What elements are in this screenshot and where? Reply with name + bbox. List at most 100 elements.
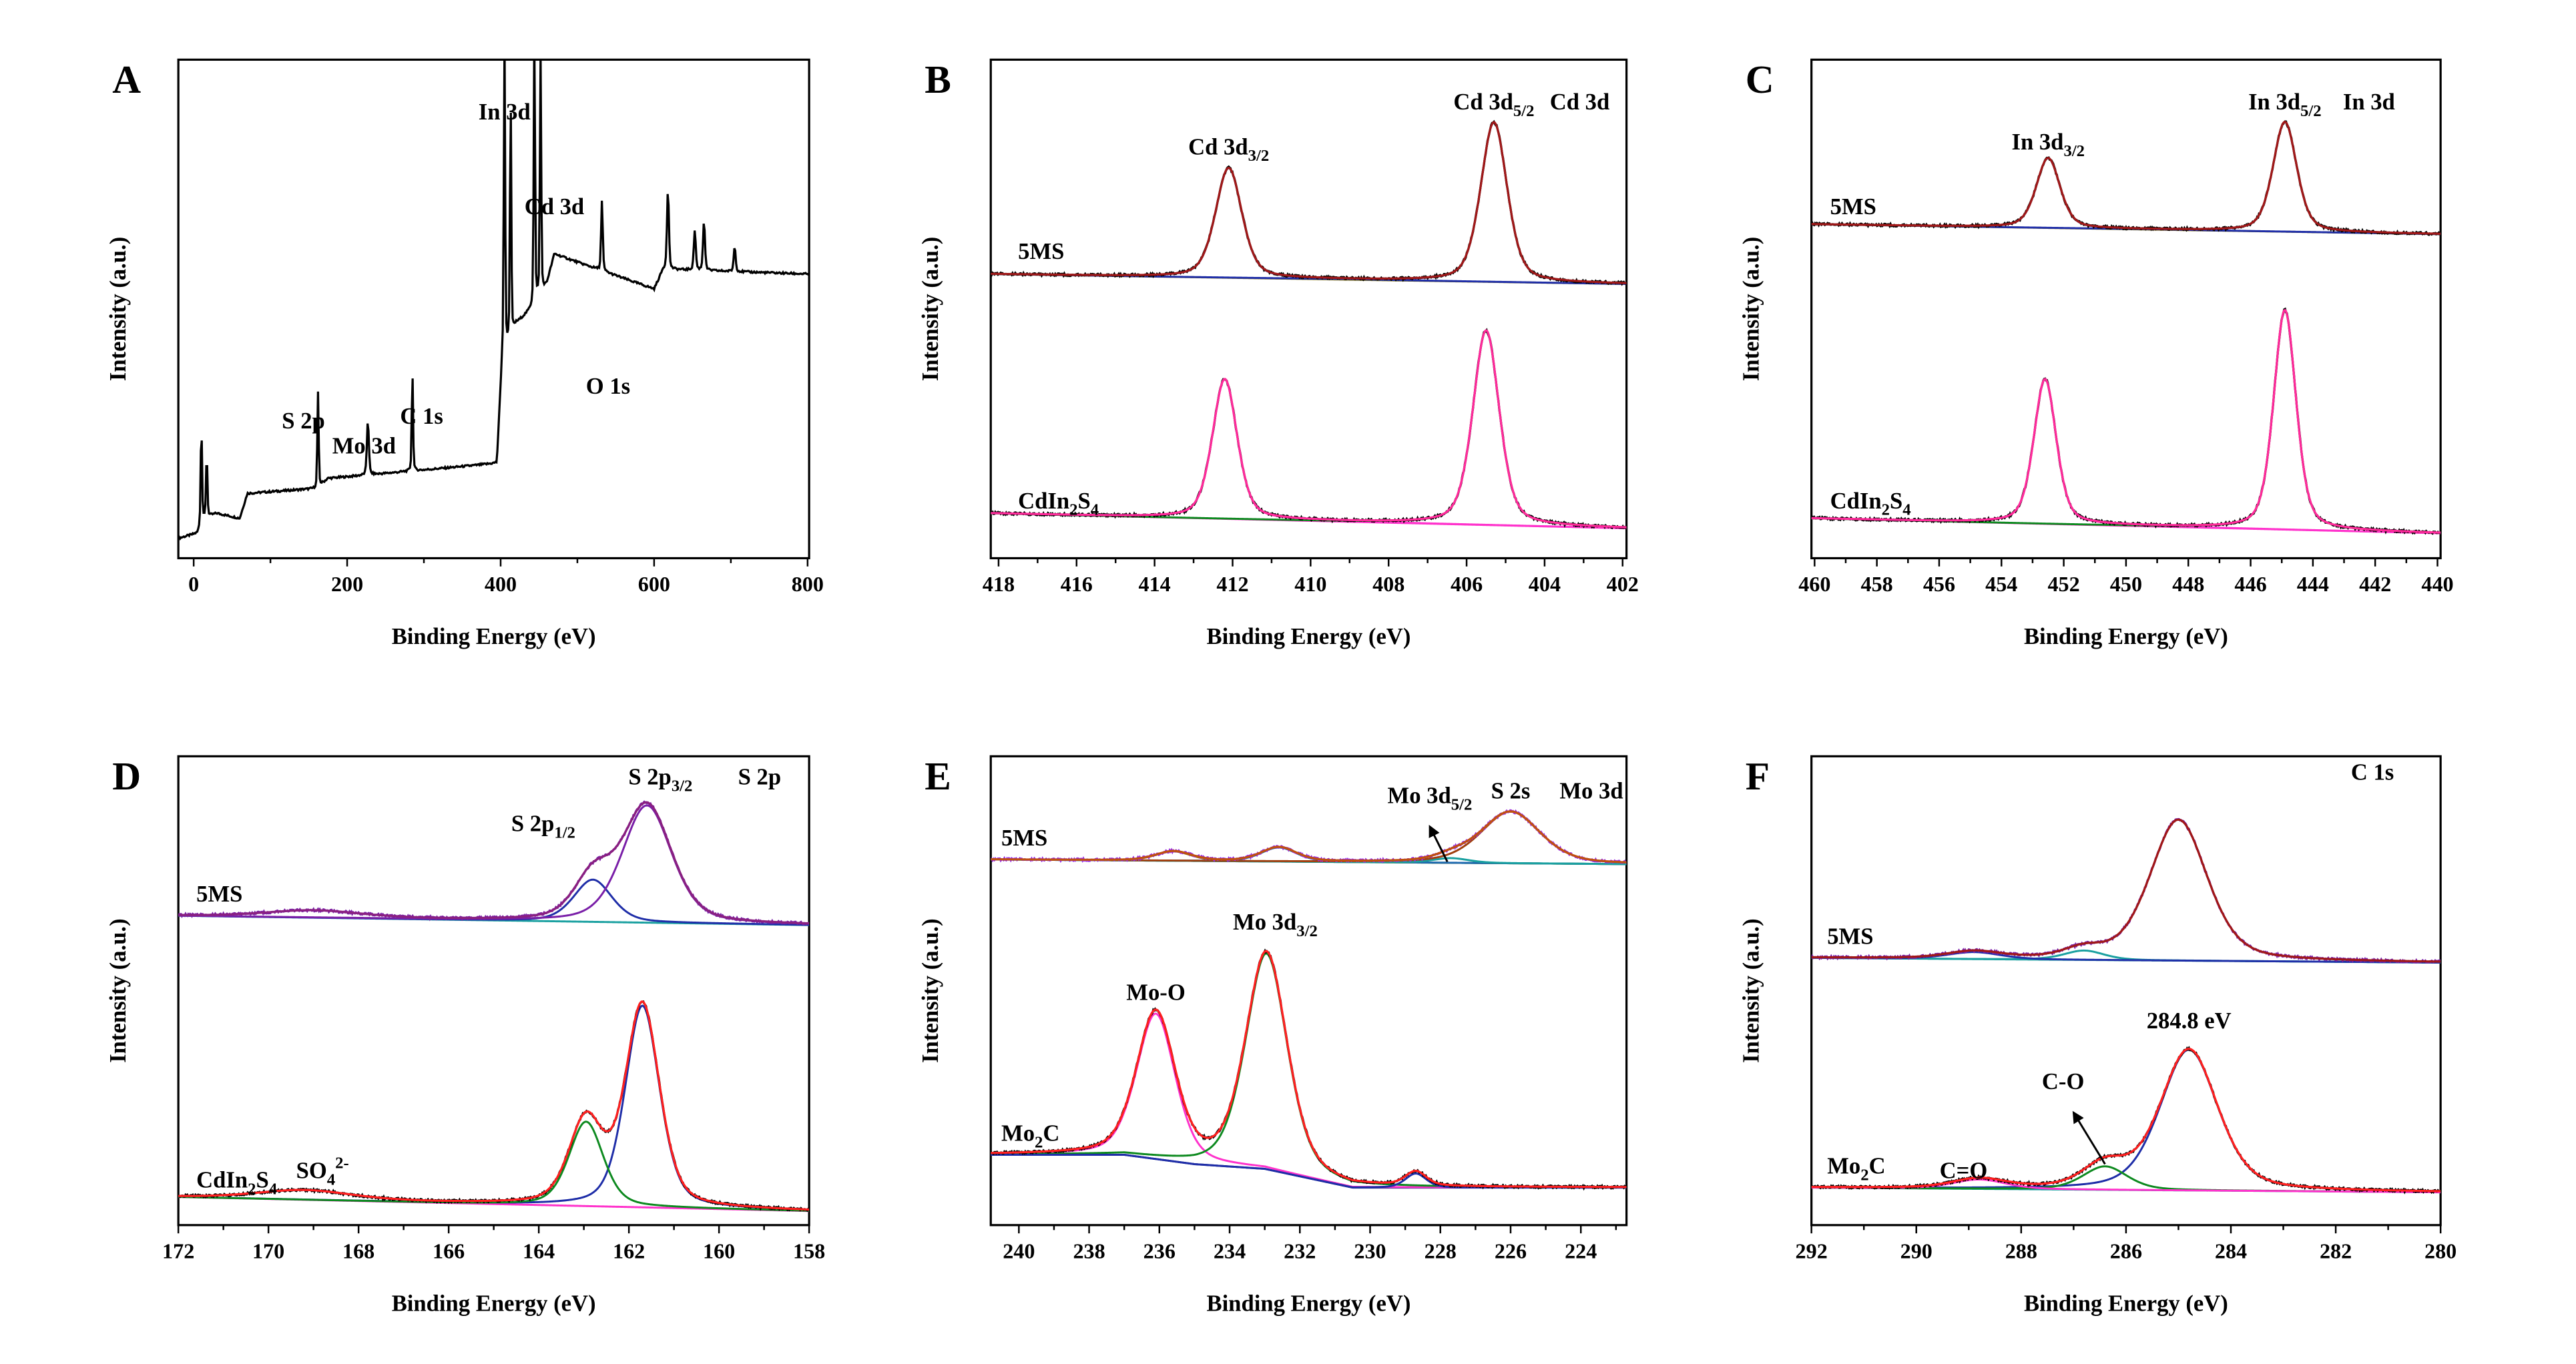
label-text: Mo xyxy=(1827,1154,1860,1179)
raw-spectrum xyxy=(1811,1046,2441,1195)
x-tick-label: 232 xyxy=(1284,1239,1316,1263)
arrow-icon xyxy=(2072,1110,2106,1165)
fit-envelope xyxy=(1811,308,2441,534)
fit-component xyxy=(178,1120,810,1212)
raw-spectrum xyxy=(178,800,810,926)
x-tick-label: 412 xyxy=(1216,572,1248,596)
fit-envelope xyxy=(991,121,1627,284)
peak-annotation: S 2p1/2 xyxy=(511,811,575,842)
x-tick-label: 228 xyxy=(1425,1239,1457,1263)
fit-component xyxy=(1811,1048,2441,1192)
spectrum-label: 5MS xyxy=(196,882,242,907)
peak-annotation: Mo 3d xyxy=(1559,779,1623,804)
x-tick-label: 288 xyxy=(2005,1239,2037,1263)
raw-spectrum xyxy=(178,1000,810,1213)
peak-annotation: C=O xyxy=(1940,1158,1988,1184)
fit-component xyxy=(991,167,1627,285)
annotation-text: In 3d xyxy=(479,99,531,125)
panel-letter: C xyxy=(1746,57,1774,101)
x-axis-label: Binding Energy (eV) xyxy=(1206,1291,1410,1316)
spectrum-label: CdIn2S4 xyxy=(196,1168,277,1199)
annotation-text: Mo 3d xyxy=(1559,779,1623,804)
spectrum-label: 5MS xyxy=(1018,239,1064,264)
panel-letter: D xyxy=(112,754,141,798)
annotation-text: S 2s xyxy=(1491,779,1531,804)
plot-area xyxy=(1811,120,2441,535)
label-text: CdIn xyxy=(1830,488,1882,514)
fit-component xyxy=(178,804,810,925)
x-tick-label: 450 xyxy=(2110,572,2142,596)
fit-component xyxy=(991,952,1627,1188)
x-tick-label: 454 xyxy=(1985,572,2017,596)
label-text: 5MS xyxy=(1018,239,1064,264)
x-tick-label: 442 xyxy=(2359,572,2391,596)
fit-component xyxy=(1811,121,2441,235)
peak-annotation: Mo 3d xyxy=(332,434,396,459)
peak-annotation: Cd 3d5/2 xyxy=(1453,89,1534,120)
x-tick-label: 456 xyxy=(1923,572,1955,596)
annotation-text: Cd 3d xyxy=(525,194,585,220)
plot-area xyxy=(1811,817,2441,1195)
x-tick-label: 280 xyxy=(2424,1239,2457,1263)
x-tick-label: 446 xyxy=(2234,572,2266,596)
x-tick-label: 160 xyxy=(703,1239,735,1263)
peak-annotation: S 2p3/2 xyxy=(628,764,692,795)
spectrum-label: 5MS xyxy=(1001,825,1047,851)
x-tick-label: 400 xyxy=(485,572,517,596)
annotation-text: S 2p xyxy=(738,764,781,789)
fit-envelope xyxy=(178,1000,810,1211)
peak-annotation: S 2p xyxy=(738,764,781,789)
x-tick-label: 402 xyxy=(1607,572,1639,596)
label-text: CdIn xyxy=(196,1168,248,1193)
plot-area xyxy=(178,59,810,541)
raw-spectrum xyxy=(991,809,1627,864)
annotation-text: Cd 3d xyxy=(1550,89,1610,115)
fit-envelope xyxy=(991,950,1627,1188)
y-axis-label: Intensity (a.u.) xyxy=(1739,237,1764,381)
x-tick-label: 168 xyxy=(342,1239,374,1263)
x-tick-label: 292 xyxy=(1796,1239,1828,1263)
peak-annotation: C-O xyxy=(2042,1069,2084,1094)
x-tick-label: 286 xyxy=(2110,1239,2142,1263)
fit-component xyxy=(991,1153,1627,1189)
panel-letter: F xyxy=(1746,754,1770,798)
panel-E: E 240 238 236 234 232 230 228 226 224 Binding Ener… xyxy=(918,754,1628,1316)
annotation-text: C=O xyxy=(1940,1158,1988,1184)
label-subscript: 4 xyxy=(269,1180,277,1199)
y-axis-label: Intensity (a.u.) xyxy=(1739,918,1764,1062)
raw-spectrum xyxy=(991,119,1627,286)
x-axis-label: Binding Energy (eV) xyxy=(392,1291,596,1316)
panel-letter: E xyxy=(925,754,951,798)
y-axis-label: Intensity (a.u.) xyxy=(105,237,131,381)
annotation-subscript: 3/2 xyxy=(2063,142,2085,160)
x-tick-label: 460 xyxy=(1798,572,1830,596)
annotation-superscript: 2- xyxy=(335,1154,349,1172)
plot-frame xyxy=(177,58,810,560)
label-text: 5MS xyxy=(196,882,242,907)
spectrum-label: Mo2C xyxy=(1001,1120,1059,1151)
annotation-text: C 1s xyxy=(400,404,443,429)
fit-envelope xyxy=(1811,121,2441,235)
spectrum-label: Mo2C xyxy=(1827,1154,1885,1184)
peak-annotation: Mo-O xyxy=(1126,980,1185,1006)
x-tick-label: 170 xyxy=(252,1239,284,1263)
x-axis-label: Binding Energy (eV) xyxy=(2024,624,2228,649)
annotation-text: Mo 3d xyxy=(1388,783,1451,809)
raw-spectrum xyxy=(1811,120,2441,236)
background-line xyxy=(991,1153,1627,1189)
x-tick-label: 414 xyxy=(1139,572,1171,596)
spectrum-label: CdIn2S4 xyxy=(1018,488,1099,519)
peak-annotation: Cd 3d xyxy=(1550,89,1610,115)
fit-component xyxy=(1811,157,2441,236)
annotation-text: O 1s xyxy=(586,374,630,399)
annotation-subscript: 3/2 xyxy=(1296,922,1318,940)
annotation-text: S 2p xyxy=(628,764,671,789)
plot-frame xyxy=(1810,58,2442,560)
x-tick-label: 166 xyxy=(433,1239,465,1263)
x-tick-label: 404 xyxy=(1529,572,1561,596)
x-tick-label: 444 xyxy=(2297,572,2329,596)
panel-letter: A xyxy=(112,57,141,101)
x-tick-label: 172 xyxy=(162,1239,194,1263)
annotation-subscript: 3/2 xyxy=(1248,147,1270,165)
